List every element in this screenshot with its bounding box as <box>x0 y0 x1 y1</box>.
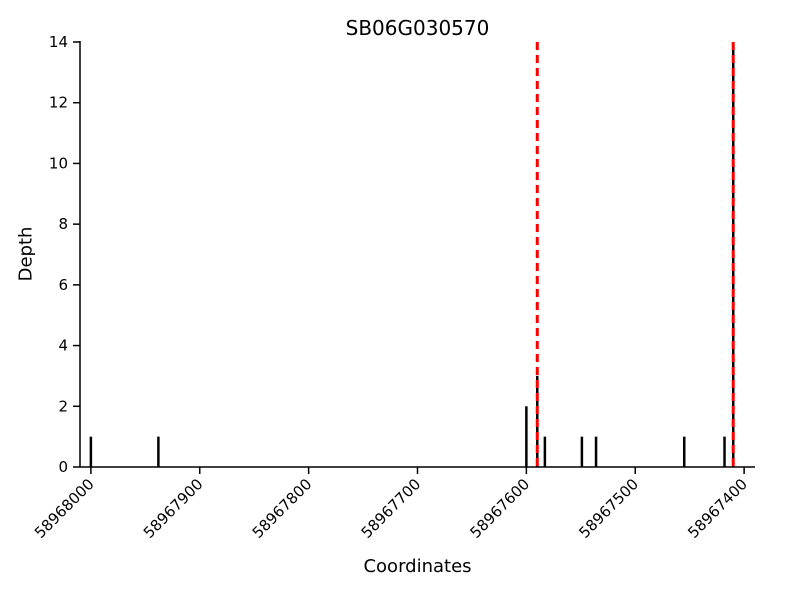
y-tick-label: 6 <box>58 276 68 294</box>
x-tick-label: 58967900 <box>140 475 207 542</box>
x-tick-label: 58967800 <box>249 475 316 542</box>
x-tick-label: 58967400 <box>684 475 751 542</box>
y-tick-label: 8 <box>58 215 68 233</box>
y-tick-label: 10 <box>49 154 68 172</box>
y-tick-label: 12 <box>49 94 68 112</box>
x-tick-label: 58967600 <box>466 475 533 542</box>
y-tick-label: 14 <box>49 33 68 51</box>
y-tick-label: 2 <box>58 397 68 415</box>
x-axis-label: Coordinates <box>363 556 472 577</box>
x-tick-label: 58967700 <box>358 475 425 542</box>
x-tick-label: 58968000 <box>31 475 98 542</box>
chart-title: SB06G030570 <box>345 16 490 40</box>
y-tick-label: 4 <box>58 337 68 355</box>
x-tick-label: 58967500 <box>575 475 642 542</box>
y-tick-label: 0 <box>58 458 68 476</box>
y-axis-label: Depth <box>15 226 37 282</box>
